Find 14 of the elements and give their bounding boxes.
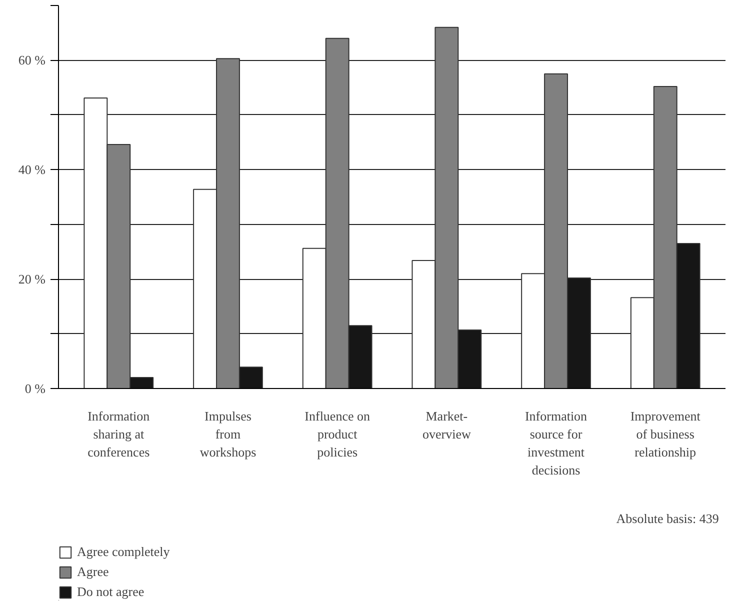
y-tick-label: 0 % bbox=[24, 381, 46, 396]
y-tick-label: 60 % bbox=[18, 52, 46, 68]
x-tick-label: Market- overview bbox=[422, 408, 472, 442]
x-tick-label: Influence on product policies bbox=[304, 408, 370, 460]
legend-label: Do not agree bbox=[77, 584, 144, 600]
x-tick-label: Impulses from workshops bbox=[200, 408, 256, 460]
x-tick-label: Improvement of business relationship bbox=[630, 408, 701, 460]
x-tick-label: Information source for investment decisions bbox=[524, 408, 588, 478]
legend-label: Agree completely bbox=[77, 544, 170, 560]
legend-label: Agree bbox=[77, 564, 109, 580]
y-tick-label: 20 % bbox=[18, 272, 46, 287]
x-tick-label: Information sharing at conferences bbox=[88, 408, 150, 460]
y-tick-label: 40 % bbox=[18, 162, 46, 178]
text: Absolute basis: 439 bbox=[616, 511, 719, 526]
